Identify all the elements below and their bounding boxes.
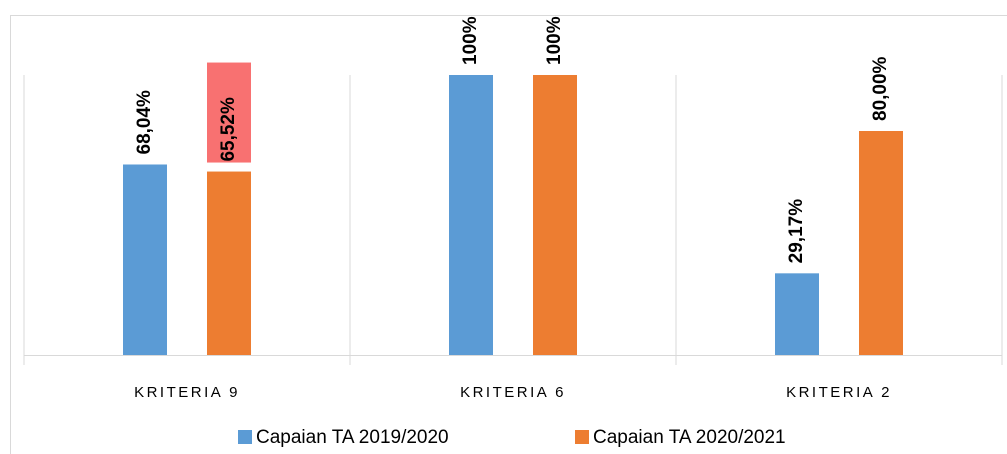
x-tick-label: KRITERIA 6 bbox=[460, 384, 566, 401]
bar bbox=[859, 131, 903, 355]
bar bbox=[775, 273, 819, 355]
value-label: 100% bbox=[460, 16, 481, 65]
legend-label: Capaian TA 2019/2020 bbox=[256, 427, 449, 448]
value-label: 100% bbox=[544, 16, 565, 65]
value-label: 65,52% bbox=[218, 97, 239, 162]
bar bbox=[123, 164, 167, 355]
bar bbox=[449, 75, 493, 355]
legend-swatch bbox=[238, 430, 252, 444]
legend-label: Capaian TA 2020/2021 bbox=[593, 427, 786, 448]
value-label-background bbox=[207, 62, 251, 163]
x-tick-label: KRITERIA 9 bbox=[134, 384, 240, 401]
value-label: 29,17% bbox=[786, 199, 807, 264]
x-tick-label: KRITERIA 2 bbox=[786, 384, 892, 401]
bar bbox=[533, 75, 577, 355]
legend-swatch bbox=[575, 430, 589, 444]
value-label: 68,04% bbox=[134, 90, 155, 155]
bar bbox=[207, 171, 251, 355]
value-label: 80,00% bbox=[870, 56, 891, 121]
